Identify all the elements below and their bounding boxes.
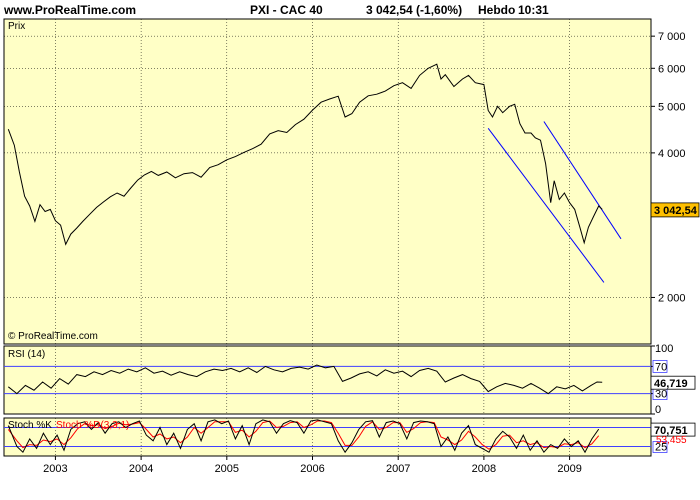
x-tick-label: 2004 <box>129 463 153 475</box>
y-tick-label: 4 000 <box>658 148 686 160</box>
price-panel: 7 000 6 000 5 000 4 000 2 000 Prix © ProReal… <box>3 18 700 345</box>
price-series-line <box>7 63 603 246</box>
instrument-name: PXI - CAC 40 <box>250 3 323 17</box>
stoch-level-box <box>652 441 668 453</box>
site-title: www.ProRealTime.com <box>3 3 136 17</box>
channel-lower-line <box>487 127 605 283</box>
rsi-series-line <box>7 364 603 395</box>
rsi-level-box <box>652 359 668 373</box>
price-last-badge-box <box>650 202 700 218</box>
rsi-panel-frame <box>3 345 652 415</box>
x-tick-label: 2009 <box>557 463 581 475</box>
period-label: Hebdo <box>478 3 515 17</box>
channel-upper-line <box>543 121 622 240</box>
rsi-y-tick-label: 30 <box>655 389 667 401</box>
y-tick-label: 6 000 <box>658 63 686 75</box>
price-last-badge: 3 042,54 <box>650 202 700 218</box>
x-tick-label: 2008 <box>472 463 496 475</box>
stoch-k-last-badge-box <box>650 422 696 437</box>
stoch-d-label: Stoch %D(3,3,1) <box>56 420 129 431</box>
x-axis: 2003 2004 2005 2006 2007 2008 2009 <box>43 456 582 475</box>
stoch-k-last-value: 70,751 <box>654 425 688 437</box>
watermark: © ProRealTime.com <box>8 331 98 342</box>
price-last-value: 3 042,54 <box>654 205 698 217</box>
stoch-d-last-value: 53,455 <box>656 435 687 446</box>
x-tick-label: 2006 <box>300 463 324 475</box>
rsi-panel: RSI (14) 100 70 30 0 46,719 <box>3 343 696 416</box>
x-tick-label: 2005 <box>215 463 239 475</box>
price-panel-frame <box>3 18 652 345</box>
rsi-y-tick-label: 100 <box>655 343 673 355</box>
rsi-last-value: 46,719 <box>654 378 688 390</box>
rsi-y-tick-label: 0 <box>655 404 661 416</box>
x-tick-label: 2003 <box>43 463 67 475</box>
y-tick-label: 5 000 <box>658 101 686 113</box>
price-y-axis: 7 000 6 000 5 000 4 000 2 000 <box>651 31 686 304</box>
rsi-y-tick-label: 70 <box>655 361 667 373</box>
rsi-last-badge-box <box>650 375 696 390</box>
last-quote: 3 042,54 (-1,60%) <box>366 3 462 17</box>
stoch-panel: Stoch %K Stoch %D(3,3,1) 7525 70,751 53,… <box>3 417 696 457</box>
y-tick-label: 2 000 <box>658 292 686 304</box>
price-grid <box>4 19 651 344</box>
stoch-k-label: Stoch %K <box>8 420 52 431</box>
price-panel-label: Prix <box>8 21 25 32</box>
rsi-y-axis: 100 70 30 0 <box>651 343 673 416</box>
time-label: 10:31 <box>518 3 549 17</box>
x-tick-label: 2007 <box>386 463 410 475</box>
rsi-grid <box>55 346 570 414</box>
stoch-k-line <box>7 419 600 454</box>
rsi-panel-label: RSI (14) <box>8 349 45 360</box>
stoch-d-line <box>7 420 600 450</box>
stoch-y-tick-label: 25 <box>655 442 667 454</box>
y-tick-label: 7 000 <box>658 31 686 43</box>
